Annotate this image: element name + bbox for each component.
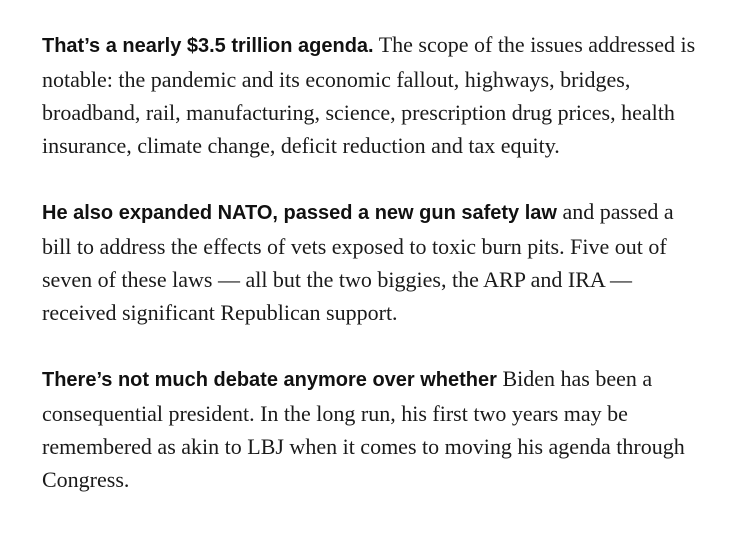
paragraph-lead-agenda: That’s a nearly $3.5 trillion agenda. <box>42 35 374 57</box>
paragraph-lead-debate: There’s not much debate anymore over whe… <box>42 369 497 391</box>
paragraph-lead-nato: He also expanded NATO, passed a new gun … <box>42 202 557 224</box>
paragraph-body-debate: Biden has been a consequential president… <box>42 366 685 492</box>
paragraph-agenda: That’s a nearly $3.5 trillion agenda. Th… <box>42 28 702 162</box>
paragraph-body-nato: and passed a bill to address the effects… <box>42 199 674 325</box>
paragraph-body-agenda: The scope of the issues addressed is not… <box>42 32 696 158</box>
paragraph-debate: There’s not much debate anymore over whe… <box>42 362 702 496</box>
paragraph-nato: He also expanded NATO, passed a new gun … <box>42 195 702 329</box>
article-body: That’s a nearly $3.5 trillion agenda. Th… <box>42 28 702 529</box>
